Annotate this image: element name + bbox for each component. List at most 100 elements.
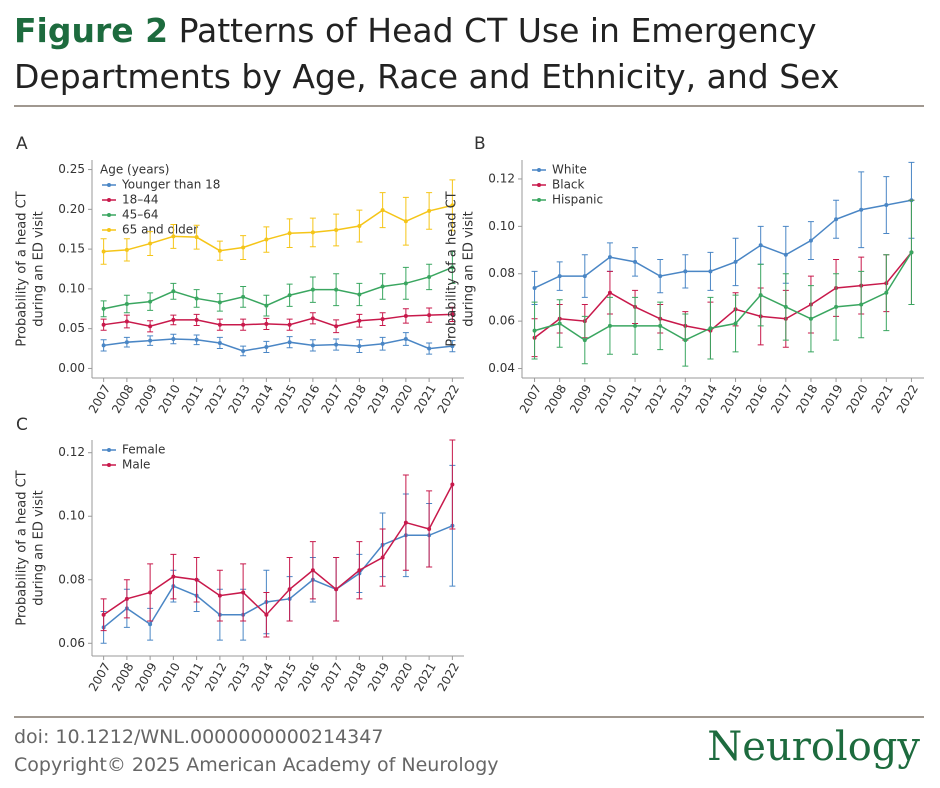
legend-label: Male — [122, 458, 150, 472]
y-tick-label: 0.08 — [488, 266, 515, 280]
data-point — [334, 287, 339, 292]
figure-title: Patterns of Head CT Use in Emergency Dep… — [14, 11, 840, 96]
x-tick-label: 2013 — [225, 660, 252, 693]
x-tick-label: 2014 — [693, 382, 720, 415]
legend-label: Hispanic — [552, 193, 603, 207]
data-point — [310, 287, 315, 292]
x-tick-label: 2022 — [435, 382, 462, 415]
y-tick-label: 0.08 — [58, 572, 85, 586]
x-tick-label: 2017 — [318, 382, 345, 415]
data-point — [124, 340, 129, 345]
legend-dot — [107, 183, 111, 187]
data-point — [194, 337, 199, 342]
data-point — [450, 265, 455, 270]
data-point — [310, 568, 315, 573]
data-point — [264, 321, 269, 326]
data-point — [217, 593, 222, 598]
data-point — [241, 590, 246, 595]
x-tick-label: 2015 — [272, 660, 299, 693]
x-tick-label: 2009 — [567, 382, 594, 415]
data-point — [101, 306, 106, 311]
data-point — [708, 326, 713, 331]
data-point — [733, 259, 738, 264]
data-point — [264, 303, 269, 308]
data-point — [859, 207, 864, 212]
x-tick-label: 2008 — [109, 382, 136, 415]
x-tick-label: 2012 — [202, 382, 229, 415]
data-point — [884, 290, 889, 295]
x-tick-label: 2016 — [295, 660, 322, 693]
data-point — [450, 203, 455, 208]
panel-label: B — [474, 134, 486, 154]
x-tick-label: 2013 — [225, 382, 252, 415]
data-point — [287, 231, 292, 236]
data-point — [403, 281, 408, 286]
series-line — [103, 525, 453, 628]
legend-dot — [107, 448, 111, 452]
y-tick-label: 0.10 — [58, 509, 85, 523]
y-axis-label: during an ED visit — [32, 211, 47, 327]
x-tick-label: 2010 — [156, 660, 183, 693]
data-point — [380, 284, 385, 289]
x-tick-label: 2012 — [642, 382, 669, 415]
y-tick-label: 0.12 — [58, 445, 85, 459]
data-point — [808, 238, 813, 243]
data-point — [287, 322, 292, 327]
y-tick-label: 0.06 — [58, 636, 85, 650]
data-point — [450, 344, 455, 349]
series-line — [103, 484, 454, 616]
x-tick-label: 2011 — [179, 660, 206, 693]
legend-label: 18–44 — [122, 193, 159, 207]
data-point — [783, 304, 788, 309]
data-point — [733, 321, 738, 326]
data-point — [101, 249, 106, 254]
data-point — [310, 230, 315, 235]
data-point — [194, 296, 199, 301]
data-point — [194, 317, 199, 322]
data-point — [241, 294, 246, 299]
x-tick-label: 2015 — [718, 382, 745, 415]
data-point — [380, 341, 385, 346]
x-tick-label: 2015 — [272, 382, 299, 415]
data-point — [264, 237, 269, 242]
series-line — [103, 338, 453, 352]
data-point — [101, 343, 106, 348]
data-point — [101, 612, 106, 617]
x-tick-label: 2019 — [365, 382, 392, 415]
series-line — [534, 199, 912, 289]
footer-rule — [14, 716, 924, 718]
x-tick-label: 2020 — [843, 382, 870, 415]
data-point — [334, 342, 339, 347]
panel-label: A — [16, 134, 28, 154]
y-tick-label: 0.10 — [58, 281, 85, 295]
data-point — [909, 250, 914, 255]
data-point — [217, 322, 222, 327]
panel-label: C — [16, 415, 28, 435]
data-point — [357, 318, 362, 323]
data-point — [148, 324, 153, 329]
x-tick-label: 2019 — [818, 382, 845, 415]
data-point — [403, 313, 408, 318]
data-point — [450, 312, 455, 317]
legend-dot — [107, 228, 111, 232]
legend-label: White — [552, 163, 587, 177]
x-tick-label: 2017 — [768, 382, 795, 415]
x-tick-label: 2011 — [617, 382, 644, 415]
data-point — [241, 322, 246, 327]
x-tick-label: 2021 — [411, 382, 438, 415]
x-tick-label: 2021 — [411, 660, 438, 693]
x-tick-label: 2022 — [894, 382, 921, 415]
data-point — [783, 252, 788, 257]
x-tick-label: 2018 — [342, 382, 369, 415]
data-point — [403, 337, 408, 342]
data-point — [264, 612, 269, 617]
data-point — [808, 316, 813, 321]
x-tick-label: 2013 — [668, 382, 695, 415]
doi: doi: 10.1212/WNL.0000000000214347 — [14, 726, 384, 748]
x-tick-label: 2016 — [295, 382, 322, 415]
data-point — [633, 259, 638, 264]
data-point — [334, 324, 339, 329]
data-point — [148, 590, 153, 595]
